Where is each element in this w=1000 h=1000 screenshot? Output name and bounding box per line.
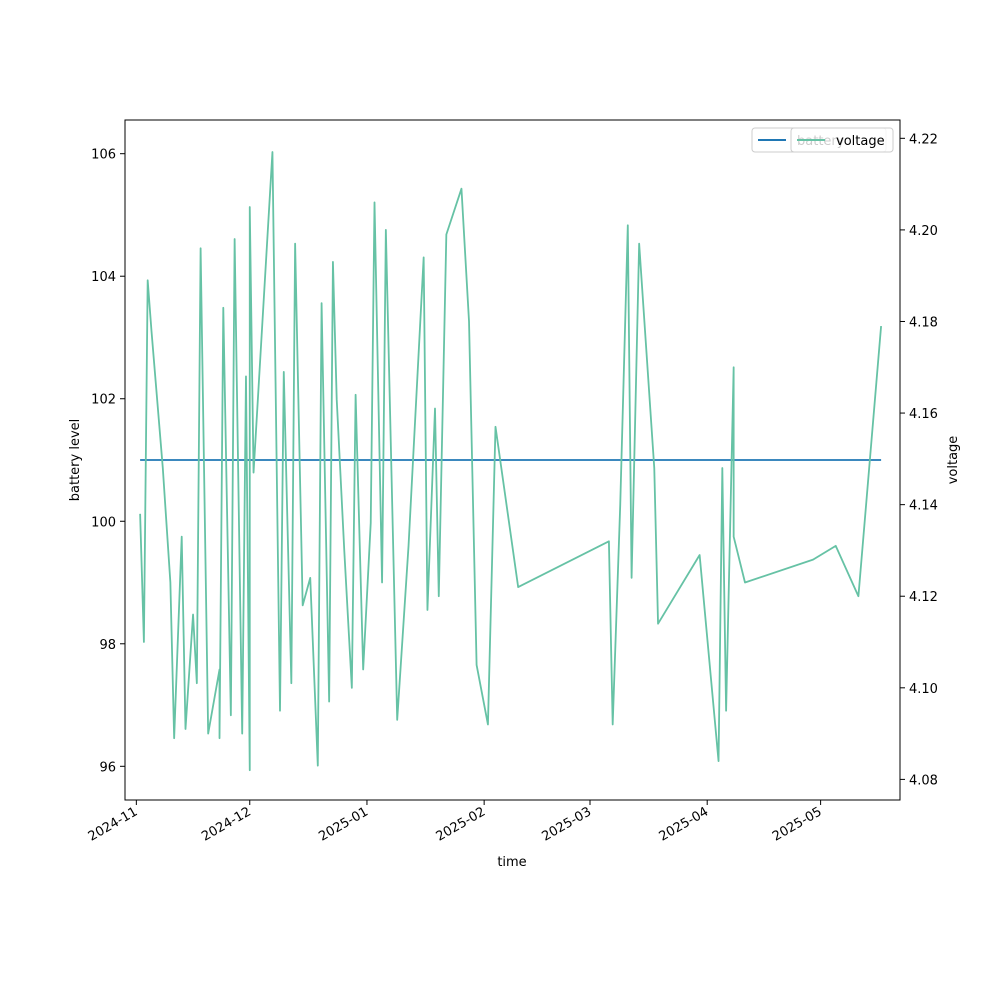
y-tick-label: 100 <box>91 515 116 530</box>
legend-box-voltage <box>790 127 894 153</box>
y2-tick-label: 4.18 <box>909 315 938 330</box>
plot-frame <box>124 119 901 801</box>
legend: batteryvoltage <box>751 127 894 153</box>
y-tick-label: 96 <box>99 760 116 775</box>
y-tick-label: 98 <box>99 638 116 653</box>
y-axis-label: battery level <box>68 419 83 502</box>
y2-tick-label: 4.22 <box>909 132 938 147</box>
y-tick-label: 106 <box>91 148 116 163</box>
x-axis-label: time <box>497 855 526 870</box>
y2-axis-label: voltage <box>946 436 961 485</box>
voltage-series-line <box>139 151 882 772</box>
y2-tick-label: 4.16 <box>909 407 938 422</box>
legend-label-voltage: voltage <box>836 134 885 149</box>
y2-tick-label: 4.12 <box>909 590 938 605</box>
y-tick-label: 102 <box>91 393 116 408</box>
y2-tick-label: 4.14 <box>909 499 938 514</box>
y2-tick-label: 4.10 <box>909 682 938 697</box>
y2-tick-label: 4.20 <box>909 224 938 239</box>
y-tick-label: 104 <box>91 270 116 285</box>
y2-tick-label: 4.08 <box>909 773 938 788</box>
